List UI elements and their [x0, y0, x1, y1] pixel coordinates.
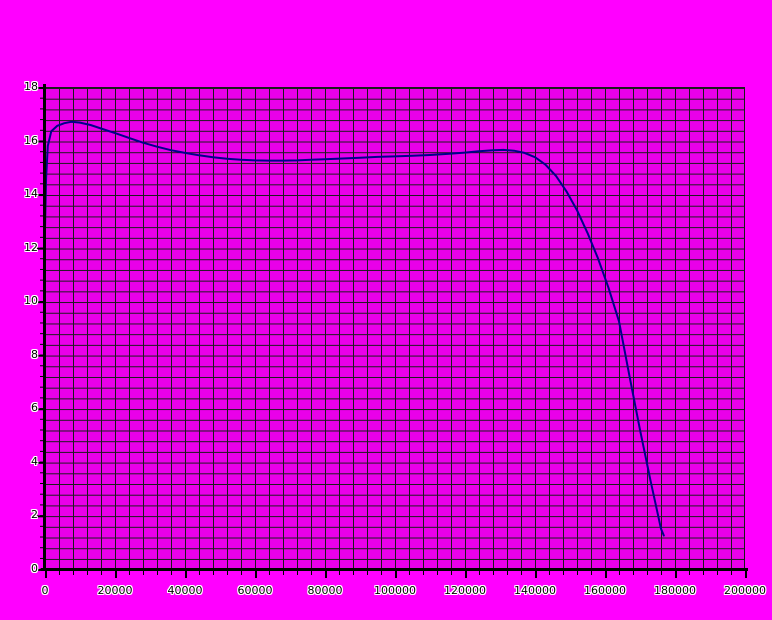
y-tick-label: 10: [24, 294, 38, 308]
y-tick-label: 8: [31, 347, 38, 361]
curve-line: [44, 120, 665, 537]
x-tick-label: 80000: [307, 584, 343, 597]
x-tick-label: 60000: [237, 584, 273, 597]
y-tick-label: 2: [31, 508, 38, 522]
curve-svg: [44, 120, 665, 537]
x-axis-ticks: [45, 571, 747, 578]
x-tick-label: 160000: [584, 584, 626, 597]
x-tick-label: 200000: [724, 584, 766, 597]
y-tick-label: 16: [24, 133, 38, 147]
x-tick-label: 20000: [97, 584, 133, 597]
y-tick-label: 18: [24, 80, 38, 93]
y-tick-label: 4: [31, 454, 38, 468]
x-tick-label: 140000: [514, 584, 556, 597]
y-tick-label: 12: [24, 240, 38, 254]
y-axis-ticks: [37, 87, 44, 571]
x-tick-label: 0: [41, 584, 49, 597]
plot-area: [45, 87, 745, 569]
y-tick-label: 0: [31, 562, 38, 575]
y-axis: [43, 84, 46, 571]
x-tick-label: 120000: [444, 584, 486, 597]
x-axis: [41, 568, 748, 571]
x-tick-label: 100000: [374, 584, 416, 597]
y-tick-label: 6: [31, 401, 38, 415]
x-tick-label: 40000: [167, 584, 203, 597]
y-tick-label: 14: [24, 187, 38, 201]
x-tick-label: 180000: [654, 584, 696, 597]
